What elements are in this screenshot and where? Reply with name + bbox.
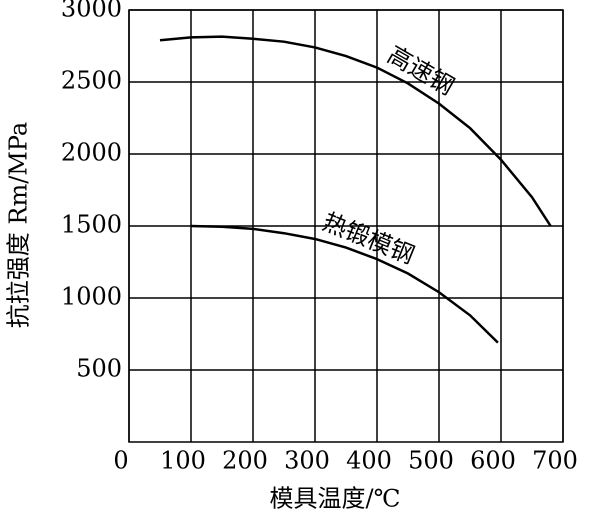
x-tick-label: 600 — [470, 447, 516, 475]
x-tick-label: 200 — [222, 447, 268, 475]
y-tick-label: 1000 — [61, 283, 122, 311]
series-label: 热锻模钢 — [319, 208, 418, 270]
x-axis-label: 模具温度/℃ — [270, 485, 401, 513]
y-tick-label: 3000 — [61, 0, 122, 23]
x-tick-label: 500 — [408, 447, 454, 475]
x-tick-label: 300 — [284, 447, 330, 475]
x-tick-label: 0 — [113, 447, 128, 475]
y-axis-label: 抗拉强度 Rm/MPa — [5, 122, 33, 329]
y-tick-label: 1500 — [61, 211, 122, 239]
x-tick-label: 400 — [346, 447, 392, 475]
x-tick-label: 700 — [532, 447, 578, 475]
x-tick-label: 100 — [160, 447, 206, 475]
series-line — [190, 224, 499, 344]
y-tick-label: 2000 — [61, 139, 122, 167]
y-tick-label: 2500 — [61, 67, 122, 95]
series-line — [159, 35, 552, 227]
y-tick-label: 500 — [76, 355, 122, 383]
